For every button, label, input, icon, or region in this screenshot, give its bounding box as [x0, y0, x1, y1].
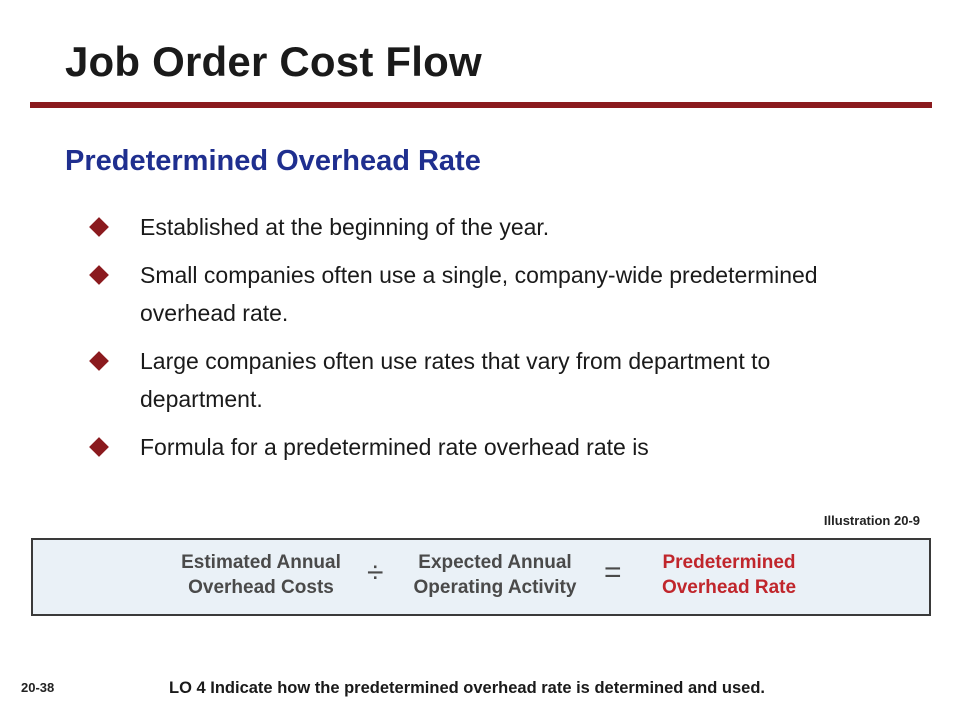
title-divider [30, 102, 932, 108]
bullet-item: Small companies often use a single, comp… [89, 256, 892, 332]
bullet-text: Small companies often use a single, comp… [140, 262, 818, 326]
formula-result: Predetermined Overhead Rate [639, 550, 819, 600]
bullet-list: Established at the beginning of the year… [89, 208, 892, 476]
bullet-item: Established at the beginning of the year… [89, 208, 892, 246]
learning-objective-footer: LO 4 Indicate how the predetermined over… [169, 679, 765, 697]
slide-title: Job Order Cost Flow [65, 38, 482, 85]
diamond-bullet-icon [89, 351, 109, 371]
formula-result-line: Overhead Rate [661, 577, 797, 598]
section-subtitle: Predetermined Overhead Rate [65, 145, 481, 177]
slide-number: 20-38 [21, 680, 55, 695]
formula-result-line: Predetermined [662, 552, 796, 573]
formula-term-line: Estimated Annual [181, 552, 341, 573]
formula-box: Estimated Annual Overhead Costs ÷ Expect… [31, 538, 931, 616]
illustration-label: Illustration 20-9 [823, 513, 920, 528]
diamond-bullet-icon [89, 437, 109, 457]
formula-term-estimated-overhead: Estimated Annual Overhead Costs [161, 550, 361, 600]
bullet-text: Formula for a predetermined rate overhea… [140, 434, 649, 460]
divide-operator: ÷ [367, 556, 384, 589]
bullet-text: Established at the beginning of the year… [140, 214, 550, 240]
bullet-item: Formula for a predetermined rate overhea… [89, 428, 892, 466]
formula-term-expected-activity: Expected Annual Operating Activity [395, 550, 595, 600]
bullet-text: Large companies often use rates that var… [140, 348, 771, 412]
formula-term-line: Expected Annual [418, 552, 572, 573]
formula-term-line: Operating Activity [413, 577, 577, 598]
equals-operator: = [604, 556, 622, 589]
bullet-item: Large companies often use rates that var… [89, 342, 892, 418]
diamond-bullet-icon [89, 217, 109, 237]
formula-term-line: Overhead Costs [188, 577, 334, 598]
diamond-bullet-icon [89, 265, 109, 285]
